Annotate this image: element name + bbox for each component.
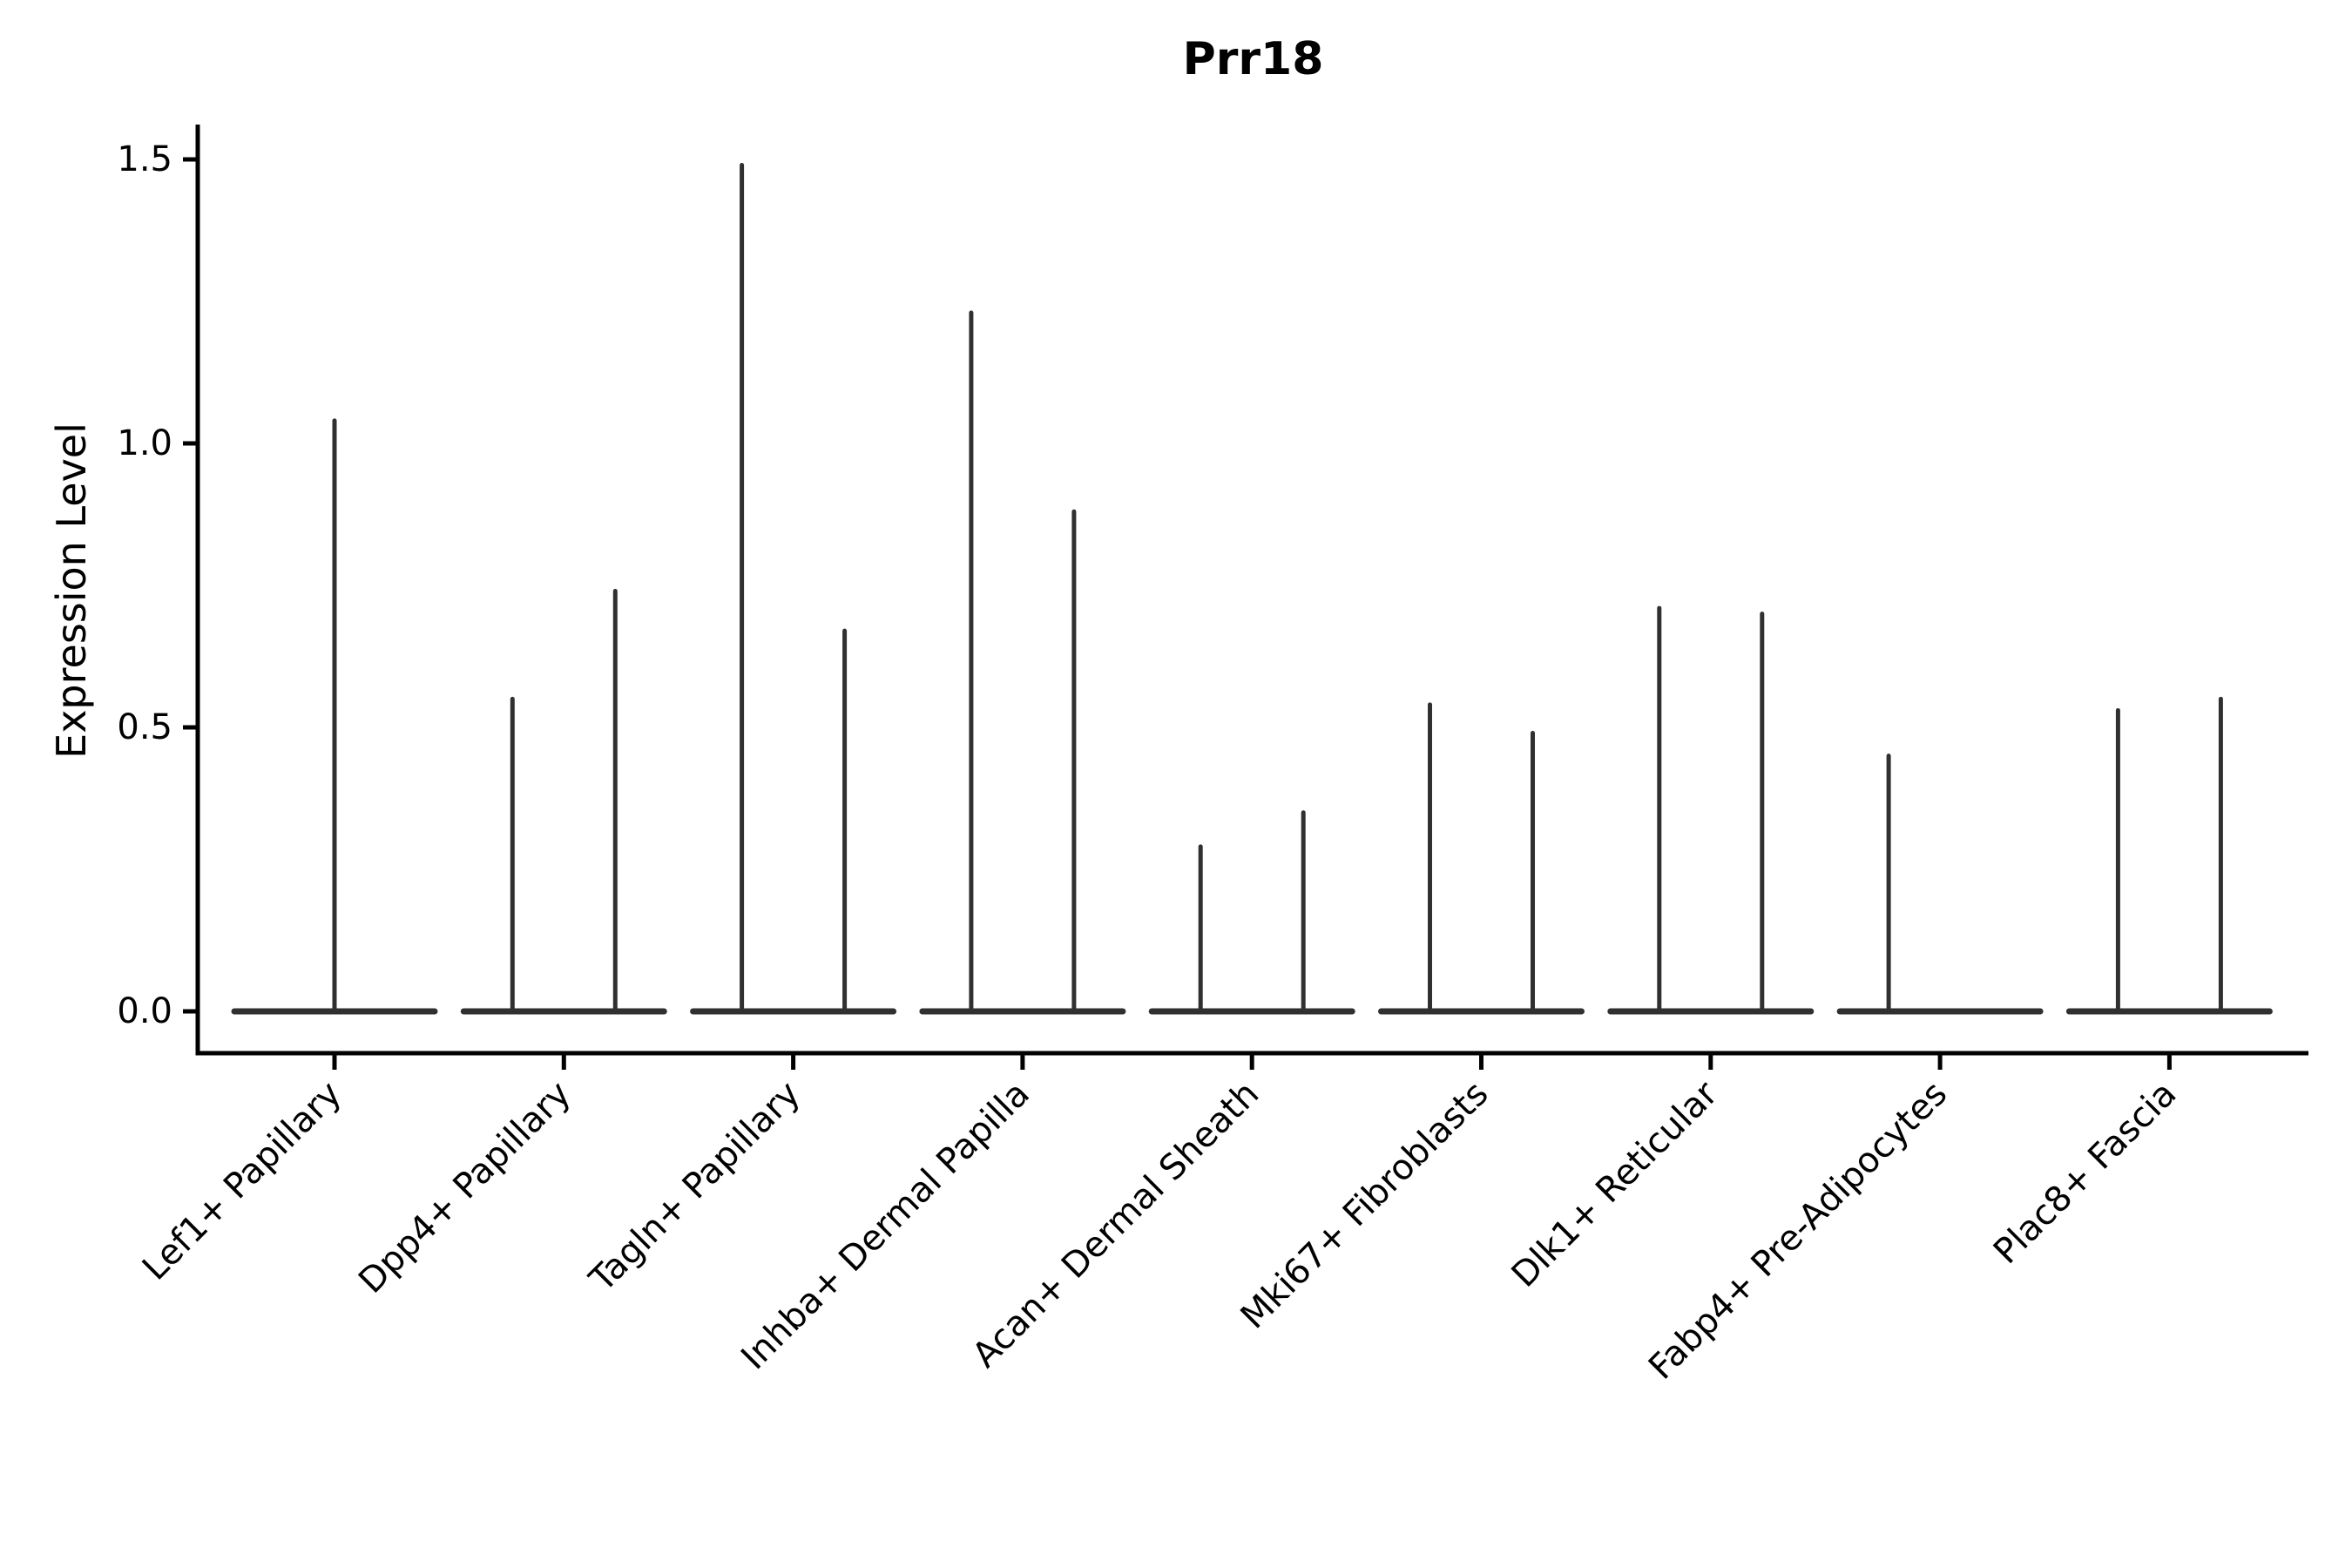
chart-title: Prr18 [1182,33,1324,85]
x-tick-label: Mki67+ Fibroblasts [1233,1074,1497,1337]
y-tick-label: 1.5 [117,139,172,179]
y-tick-label: 0.0 [117,991,172,1031]
x-tick-label: Lef1+ Papillary [135,1074,349,1288]
x-tick-label: Tagln+ Papillary [582,1074,808,1301]
x-tick-label: Plac8+ Fascia [1986,1074,2185,1273]
y-tick-label: 1.0 [117,423,172,463]
y-tick-label: 0.5 [117,707,172,747]
x-tick-label: Dlk1+ Reticular [1504,1073,1727,1295]
y-axis-label: Expression Level [48,422,95,759]
x-tick-label: Dpp4+ Papillary [351,1074,578,1301]
